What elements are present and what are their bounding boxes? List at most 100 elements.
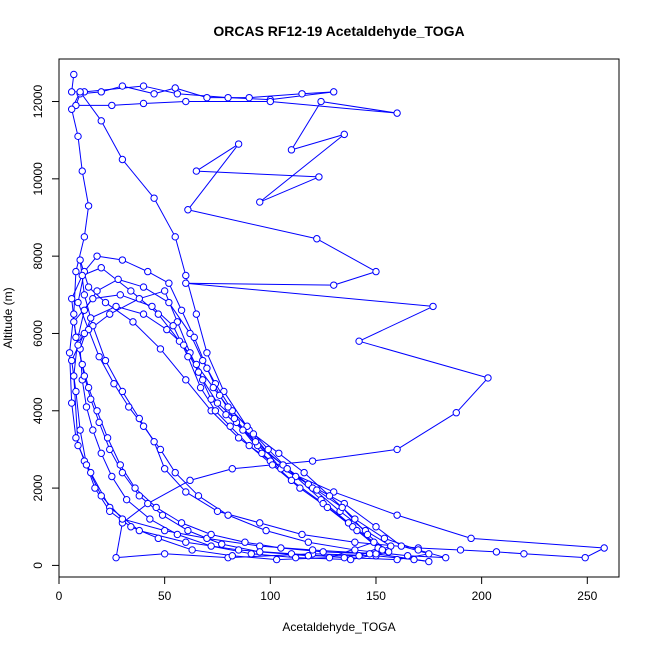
data-point [207, 542, 215, 550]
series-line-segment [92, 294, 121, 300]
series-line-segment [312, 448, 398, 462]
data-point [74, 132, 82, 141]
data-point [272, 555, 281, 564]
data-point [194, 492, 203, 500]
data-point [296, 484, 304, 492]
series-line-segment [90, 305, 117, 319]
data-point [158, 511, 167, 519]
series-line-segment [202, 379, 218, 404]
data-point [581, 553, 589, 562]
x-tick-label: 50 [158, 589, 172, 603]
series-line-segment [81, 171, 90, 206]
data-point [135, 526, 144, 535]
data-point [97, 492, 105, 500]
data-point [106, 445, 114, 454]
data-point [106, 310, 114, 318]
series-line-segment [71, 402, 77, 438]
series-line-segment [143, 286, 170, 303]
series-line-segment [130, 526, 159, 539]
data-point [287, 476, 296, 485]
data-point [209, 383, 217, 392]
data-point [330, 88, 338, 96]
x-tick-label: 150 [366, 589, 386, 603]
data-point [84, 383, 93, 392]
data-point [103, 434, 112, 442]
data-point [67, 294, 76, 303]
series-line-segment [210, 410, 239, 439]
data-point [177, 306, 186, 314]
data-point [182, 376, 190, 384]
series-line-segment [278, 452, 305, 474]
x-tick-label: 0 [56, 589, 63, 603]
series-line-segment [118, 278, 144, 288]
data-point [315, 173, 323, 181]
data-point [82, 461, 91, 469]
series-line-segment [249, 93, 303, 99]
data-point [165, 298, 173, 307]
data-point [101, 356, 110, 365]
data-point [245, 93, 253, 102]
series-line-segment [460, 549, 497, 553]
series-line-segment [138, 495, 163, 516]
data-point [110, 380, 118, 388]
data-point [192, 360, 201, 369]
data-point [182, 279, 190, 287]
data-point [308, 546, 317, 554]
data-point [520, 550, 528, 558]
series-line-segment [160, 348, 187, 381]
data-point [186, 476, 194, 485]
data-point [397, 542, 406, 550]
data-point [150, 438, 158, 446]
data-point [182, 97, 190, 106]
data-point [89, 294, 97, 303]
series-line-segment [168, 302, 191, 334]
series-line-segment [98, 356, 115, 384]
series-line-segment [196, 143, 239, 172]
data-point [203, 364, 211, 372]
data-point [106, 507, 114, 515]
data-point [277, 544, 285, 552]
series-line-segment [211, 533, 246, 543]
data-point [330, 281, 338, 289]
y-tick-label: 0 [31, 562, 45, 569]
data-point [70, 318, 78, 326]
data-point [154, 534, 163, 543]
series-line-segment [96, 255, 123, 261]
data-point [129, 318, 137, 326]
data-point [393, 511, 401, 519]
series-line-segment [128, 406, 144, 427]
data-point [84, 202, 93, 210]
data-point [196, 383, 205, 392]
data-point [247, 550, 256, 558]
data-point [118, 468, 127, 477]
data-point [249, 430, 258, 438]
data-point [135, 492, 144, 500]
data-point [355, 337, 363, 345]
series-line-segment [100, 453, 113, 477]
data-point [351, 538, 359, 546]
series-line-segment [177, 534, 212, 547]
data-point [363, 530, 372, 539]
data-point [160, 465, 169, 473]
data-point [91, 484, 99, 492]
data-point [154, 310, 163, 318]
data-point [188, 546, 196, 554]
data-point [313, 486, 321, 494]
data-point [226, 422, 234, 430]
series-line-segment [77, 302, 90, 330]
data-point [380, 534, 389, 543]
series-line-segment [232, 555, 277, 561]
data-point [67, 399, 76, 407]
data-point [95, 352, 103, 361]
x-tick-label: 250 [577, 589, 597, 603]
data-point [452, 409, 460, 417]
series-line-segment [98, 422, 111, 450]
data-point [262, 526, 270, 535]
data-point [203, 93, 211, 102]
data-point [72, 434, 80, 442]
data-point [173, 530, 182, 539]
data-point [192, 310, 201, 318]
series-line-segment [320, 101, 398, 114]
series-line-segment [81, 379, 87, 407]
data-point [600, 544, 608, 552]
